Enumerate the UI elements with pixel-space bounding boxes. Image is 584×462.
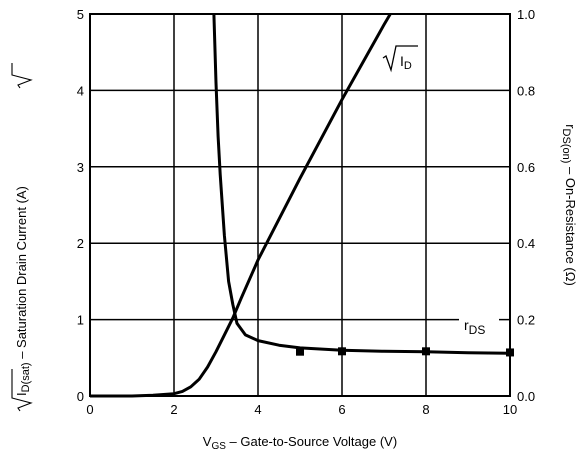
y-right-tick-label: 1.0 bbox=[517, 7, 535, 22]
x-tick-label: 4 bbox=[254, 402, 261, 417]
x-tick-label: 2 bbox=[170, 402, 177, 417]
y-right-tick-label: 0.8 bbox=[517, 83, 535, 98]
annotation-background bbox=[459, 314, 499, 338]
rds-main: r bbox=[464, 317, 469, 333]
series-layer bbox=[90, 13, 514, 398]
y-left-ticks: 0 1 2 3 4 5 bbox=[77, 7, 84, 404]
y-left-tick-label: 5 bbox=[77, 7, 84, 22]
y-right-title: rDS(on) – On-Resistance (Ω) bbox=[560, 124, 578, 286]
x-tick-label: 8 bbox=[422, 402, 429, 417]
y-left-title: ID(sat) – Saturation Drain Current (A) bbox=[11, 63, 33, 412]
rds-annotation: rDS bbox=[464, 317, 485, 337]
rds-curve bbox=[212, 13, 511, 355]
x-axis-title: VGS – Gate-to-Source Voltage (V) bbox=[203, 434, 397, 452]
svg-text:ID: ID bbox=[400, 53, 412, 72]
rds-marker bbox=[422, 347, 430, 356]
x-ticks: 0 2 4 6 8 10 bbox=[86, 402, 517, 417]
rds-marker bbox=[338, 347, 346, 356]
sqrt-radical-icon bbox=[382, 45, 418, 73]
sqrt-radical-icon bbox=[11, 63, 33, 89]
rds-marker bbox=[296, 347, 304, 356]
x-tick-label: 6 bbox=[338, 402, 345, 417]
svg-text:rDS(on) – On-Resistance (Ω): rDS(on) – On-Resistance (Ω) bbox=[560, 124, 578, 286]
rds-marker bbox=[506, 348, 514, 357]
y-right-ticks: 0.0 0.2 0.4 0.6 0.8 1.0 bbox=[517, 7, 535, 404]
y-right-tick-label: 0.4 bbox=[517, 236, 535, 251]
y-left-tick-label: 2 bbox=[77, 236, 84, 251]
rds-sub: DS bbox=[469, 323, 486, 337]
y-right-tick-label: 0.6 bbox=[517, 160, 535, 175]
svg-text:ID(sat) – Saturation Drain Cur: ID(sat) – Saturation Drain Current (A) bbox=[14, 186, 32, 396]
grid bbox=[89, 13, 511, 397]
x-tick-label: 0 bbox=[86, 402, 93, 417]
sqrt-id-curve bbox=[90, 13, 392, 398]
y-right-tick-label: 0.2 bbox=[517, 313, 535, 328]
sqrt-id-sub: D bbox=[404, 60, 412, 72]
sqrt-radical-icon bbox=[11, 369, 33, 412]
sqrt-id-annotation: ID bbox=[382, 45, 418, 73]
y-left-tick-label: 3 bbox=[77, 160, 84, 175]
y-left-tick-label: 1 bbox=[77, 313, 84, 328]
x-tick-label: 10 bbox=[503, 402, 517, 417]
y-left-tick-label: 0 bbox=[77, 389, 84, 404]
svg-text:rDS: rDS bbox=[464, 317, 485, 337]
y-left-tick-label: 4 bbox=[77, 83, 84, 98]
y-right-tick-label: 0.0 bbox=[517, 389, 535, 404]
plot-frame bbox=[89, 13, 511, 397]
sqrt-id-symbol: I bbox=[400, 53, 404, 69]
